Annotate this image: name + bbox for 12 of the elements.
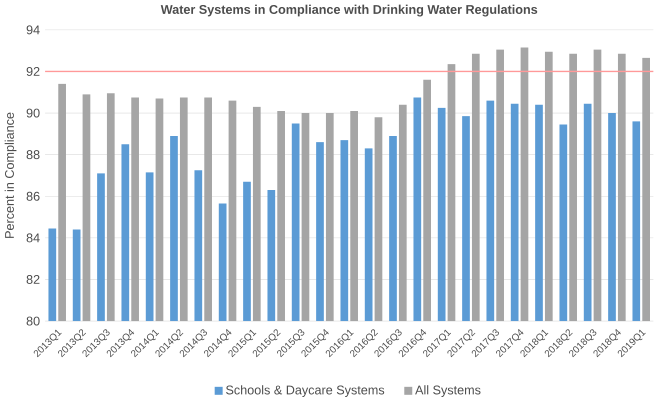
y-tick-label: 94	[26, 25, 40, 34]
y-tick-label: 88	[26, 150, 40, 160]
y-tick-label: 80	[26, 316, 40, 326]
y-tick-label: 92	[26, 66, 40, 76]
y-tick-label: 84	[26, 233, 40, 242]
legend-label: All Systems	[415, 385, 480, 397]
legend-label: Schools & Daycare Systems	[226, 385, 384, 397]
y-tick-label: 90	[26, 108, 40, 118]
y-axis-title: Percent in Compliance	[4, 112, 16, 238]
chart-title: Water Systems in Compliance with Drinking Water Regulations	[160, 4, 538, 16]
y-tick-label: 82	[26, 274, 40, 284]
y-tick-label: 86	[26, 192, 40, 201]
